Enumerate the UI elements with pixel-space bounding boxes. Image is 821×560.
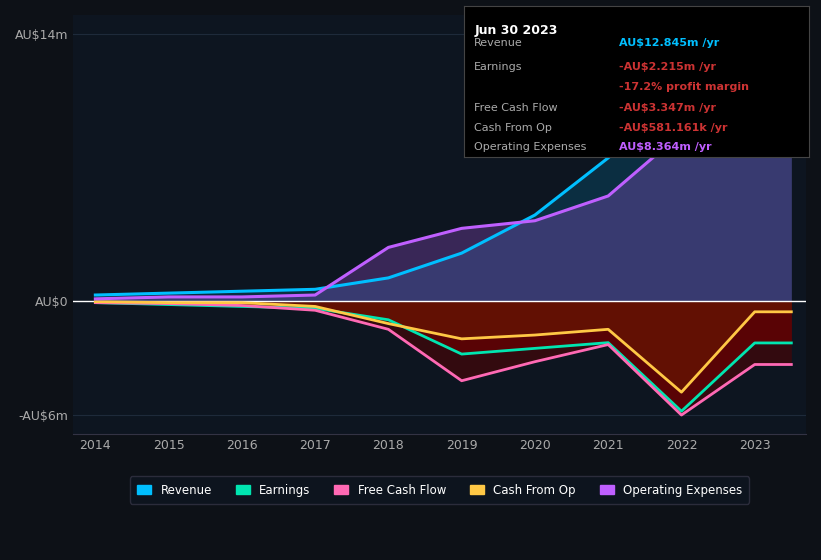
Text: Operating Expenses: Operating Expenses — [475, 142, 586, 152]
Text: AU$12.845m /yr: AU$12.845m /yr — [619, 38, 719, 48]
Text: -AU$581.161k /yr: -AU$581.161k /yr — [619, 123, 727, 133]
Text: Free Cash Flow: Free Cash Flow — [475, 103, 557, 113]
Text: AU$8.364m /yr: AU$8.364m /yr — [619, 142, 712, 152]
Text: -AU$2.215m /yr: -AU$2.215m /yr — [619, 62, 716, 72]
Text: Revenue: Revenue — [475, 38, 523, 48]
Text: -17.2% profit margin: -17.2% profit margin — [619, 82, 749, 92]
Text: Earnings: Earnings — [475, 62, 523, 72]
Legend: Revenue, Earnings, Free Cash Flow, Cash From Op, Operating Expenses: Revenue, Earnings, Free Cash Flow, Cash … — [130, 477, 750, 503]
Text: Jun 30 2023: Jun 30 2023 — [475, 24, 557, 37]
Text: -AU$3.347m /yr: -AU$3.347m /yr — [619, 103, 716, 113]
Text: Cash From Op: Cash From Op — [475, 123, 552, 133]
